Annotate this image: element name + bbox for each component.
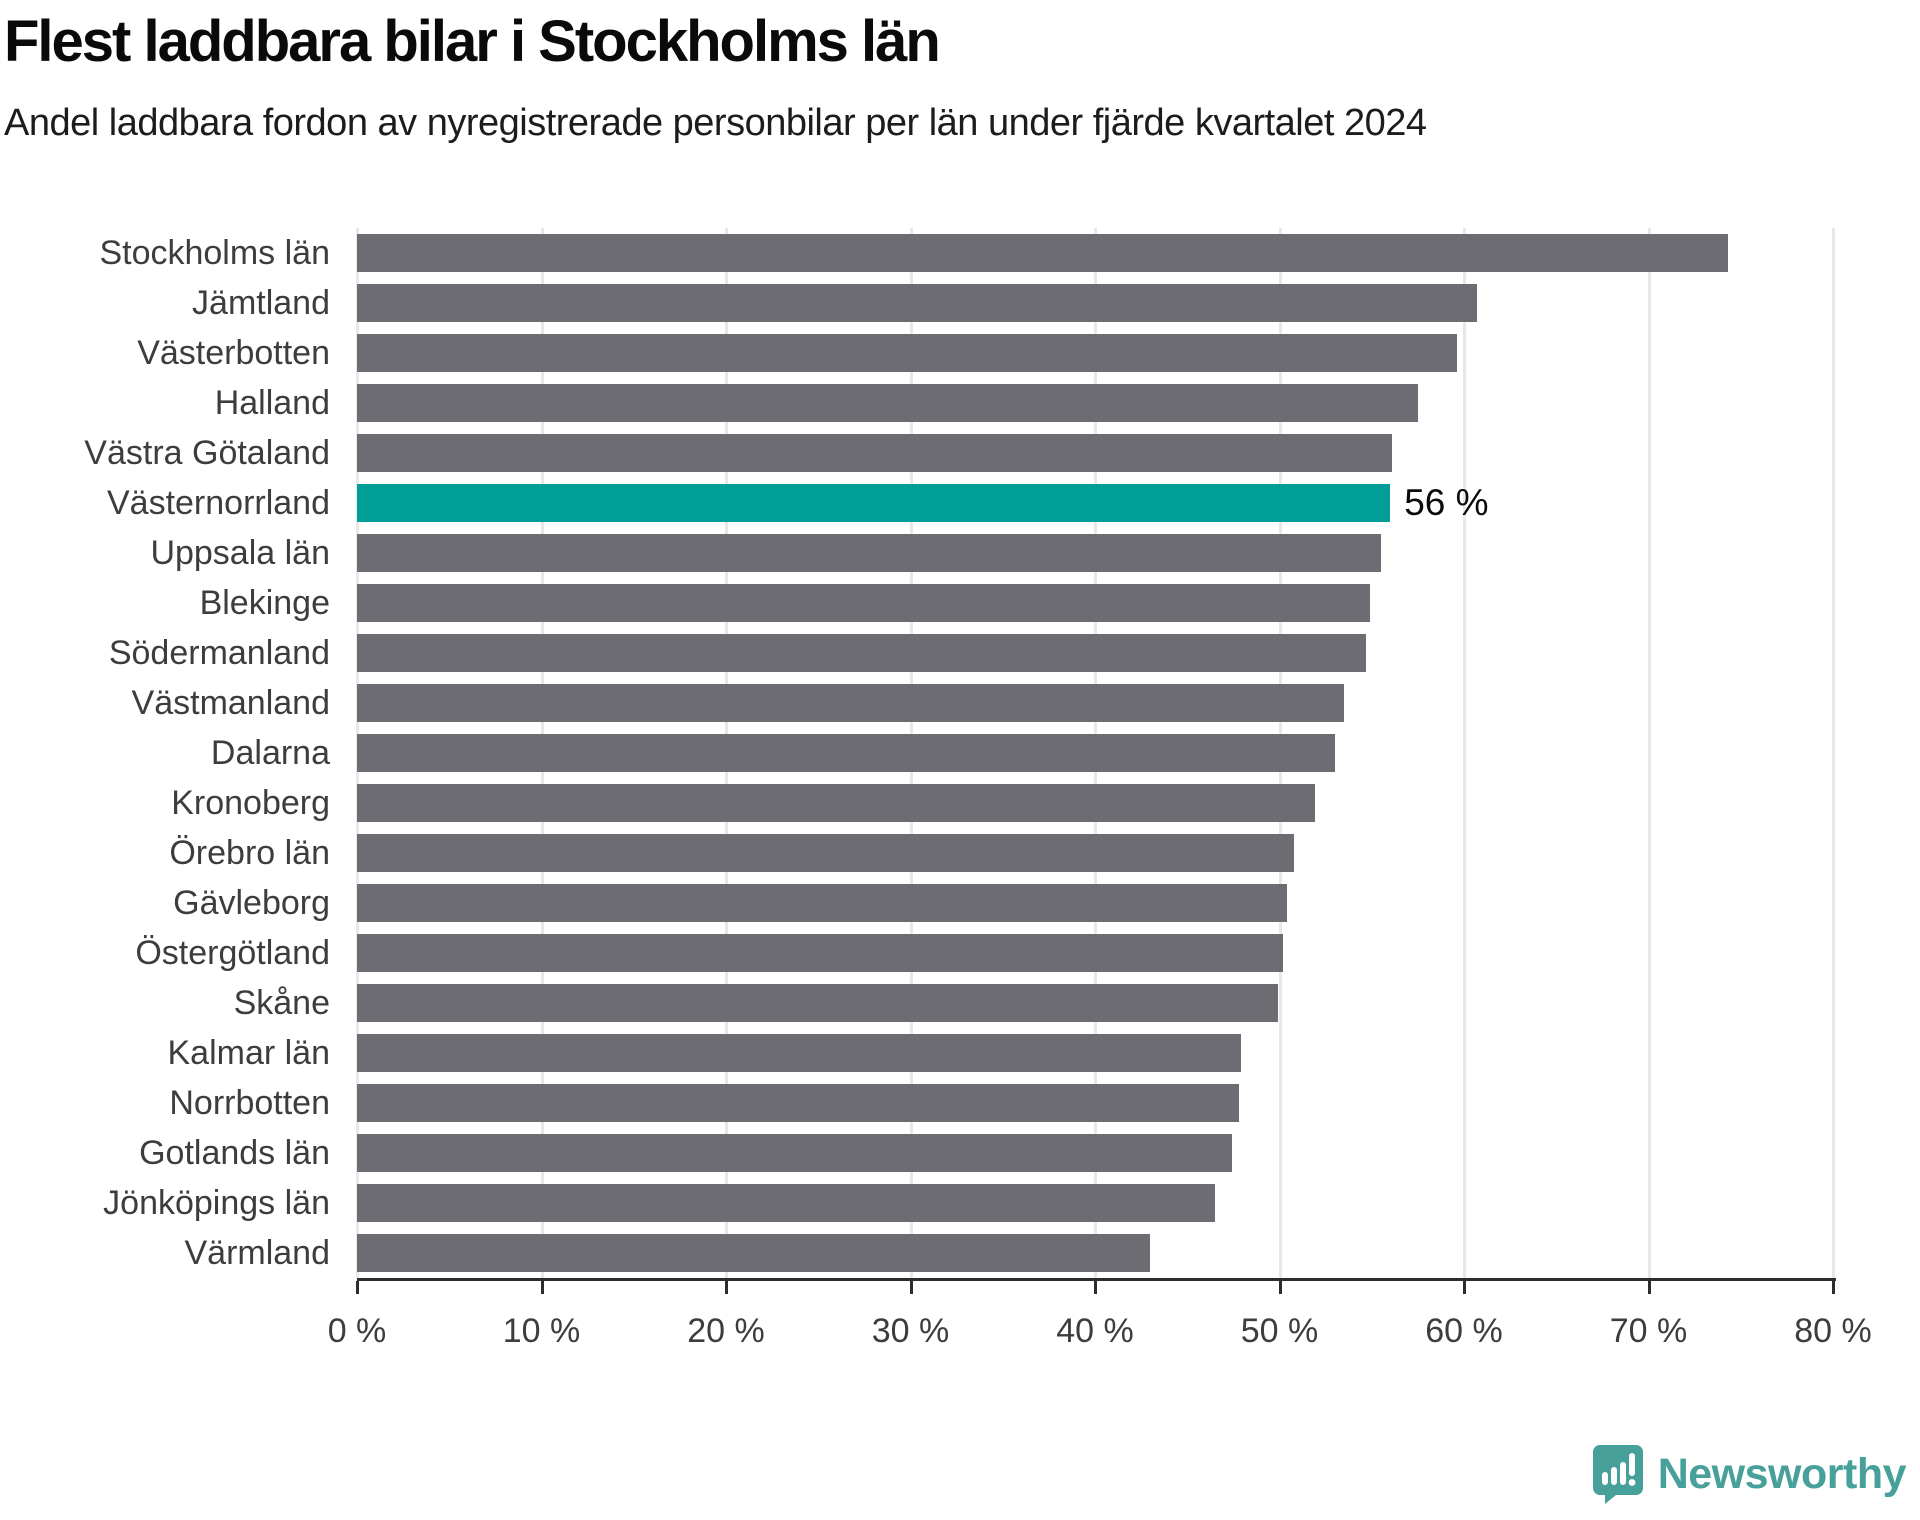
- category-label: Stockholms län: [99, 234, 330, 272]
- bar-row: [357, 378, 1833, 428]
- newsworthy-branding: Newsworthy: [1592, 1444, 1907, 1504]
- x-tick-50: [1278, 1281, 1282, 1294]
- bar-row: [357, 778, 1833, 828]
- x-tick-30: [909, 1281, 913, 1294]
- gridline-60: [1463, 228, 1466, 1278]
- x-tick-label: 50 %: [1240, 1312, 1319, 1350]
- category-label: Jönköpings län: [103, 1184, 330, 1222]
- category-label: Dalarna: [210, 734, 330, 772]
- bar-row: [357, 478, 1833, 528]
- chart-subtitle: Andel laddbara fordon av nyregistrerade …: [4, 102, 1427, 144]
- x-tick-10: [540, 1281, 544, 1294]
- bar-row: [357, 278, 1833, 328]
- bar-halland: [357, 384, 1418, 422]
- x-tick-label: 80 %: [1794, 1312, 1872, 1350]
- bar-row: [357, 578, 1833, 628]
- category-label: Skåne: [233, 984, 330, 1022]
- bar-norrbotten: [357, 1084, 1239, 1122]
- category-label: Södermanland: [108, 634, 330, 672]
- newsworthy-logo-icon: [1592, 1445, 1643, 1504]
- bar-row: [357, 428, 1833, 478]
- category-label: Västra Götaland: [84, 434, 330, 472]
- bar-row: [357, 678, 1833, 728]
- bar-v-sternorrland: [357, 484, 1391, 522]
- plot-area: [356, 228, 1835, 1278]
- x-tick-40: [1094, 1281, 1097, 1294]
- bar-gotlands-l-n: [357, 1134, 1232, 1172]
- bar-row: [357, 1128, 1833, 1178]
- category-axis-labels: Stockholms län Jämtland Västerbotten Hallan…: [0, 228, 330, 1278]
- bar-row: [357, 878, 1833, 928]
- bar-kronoberg: [357, 784, 1315, 822]
- category-label: Kronoberg: [171, 784, 330, 822]
- category-label: Västernorrland: [106, 484, 330, 522]
- bar-row: [357, 1228, 1833, 1278]
- x-tick-label: 60 %: [1425, 1312, 1503, 1350]
- chart-title: Flest laddbara bilar i Stockholms län: [4, 9, 941, 74]
- category-label: Uppsala län: [150, 534, 330, 572]
- bar-row: [357, 628, 1833, 678]
- category-label: Blekinge: [199, 584, 330, 622]
- x-tick-70: [1647, 1281, 1651, 1294]
- x-tick-60: [1463, 1281, 1466, 1294]
- bar-dalarna: [357, 734, 1335, 772]
- x-tick-label: 30 %: [871, 1312, 950, 1350]
- category-label: Halland: [214, 384, 330, 422]
- bar-v-sterbotten: [357, 334, 1457, 372]
- bar-row: [357, 928, 1833, 978]
- bar-v-stra-g-taland: [357, 434, 1393, 472]
- category-label: Jämtland: [192, 284, 330, 322]
- bar-row: [357, 728, 1833, 778]
- bar-row: [357, 1178, 1833, 1228]
- bar-row: [357, 528, 1833, 578]
- bar-s-dermanland: [357, 634, 1367, 672]
- bar-row: [357, 1028, 1833, 1078]
- category-label: Gotlands län: [139, 1134, 330, 1172]
- bar--sterg-tland: [357, 934, 1284, 972]
- gridline-70: [1647, 228, 1651, 1278]
- x-tick-label: 0 %: [327, 1312, 387, 1350]
- category-label: Västmanland: [131, 684, 330, 722]
- bar-v-stmanland: [357, 684, 1345, 722]
- bar-uppsala-l-n: [357, 534, 1381, 572]
- bar-j-nk-pings-l-n: [357, 1184, 1215, 1222]
- bar--rebro-l-n: [357, 834, 1295, 872]
- bar-row: [357, 978, 1833, 1028]
- bar-blekinge: [357, 584, 1370, 622]
- category-label: Norrbotten: [169, 1084, 330, 1122]
- bar-v-rmland: [357, 1234, 1151, 1272]
- newsworthy-wordmark: Newsworthy: [1657, 1449, 1907, 1498]
- bar-row: [357, 328, 1833, 378]
- category-label: Gävleborg: [173, 884, 330, 922]
- bar-row: [357, 1078, 1833, 1128]
- bar-stockholms-l-n: [357, 234, 1728, 272]
- category-label: Kalmar län: [167, 1034, 330, 1072]
- bar-g-vleborg: [357, 884, 1287, 922]
- x-tick-label: 40 %: [1056, 1312, 1134, 1350]
- category-label: Örebro län: [169, 834, 330, 872]
- x-tick-label: 20 %: [687, 1312, 765, 1350]
- bar-sk-ne: [357, 984, 1278, 1022]
- bar-row: [357, 828, 1833, 878]
- bar-row: [357, 228, 1833, 278]
- bar-kalmar-l-n: [357, 1034, 1241, 1072]
- x-tick-label: 10 %: [502, 1312, 581, 1350]
- gridline-80: [1832, 228, 1835, 1278]
- category-label: Västerbotten: [137, 334, 330, 372]
- x-tick-20: [725, 1281, 728, 1294]
- x-tick-label: 70 %: [1609, 1312, 1688, 1350]
- highlight-value-label: 56 %: [1404, 482, 1489, 523]
- x-axis-line: [357, 1278, 1836, 1281]
- bar-j-mtland: [357, 284, 1477, 322]
- category-label: Värmland: [184, 1234, 330, 1272]
- x-tick-0: [356, 1281, 359, 1294]
- category-label: Östergötland: [135, 934, 330, 972]
- x-tick-80: [1832, 1281, 1835, 1294]
